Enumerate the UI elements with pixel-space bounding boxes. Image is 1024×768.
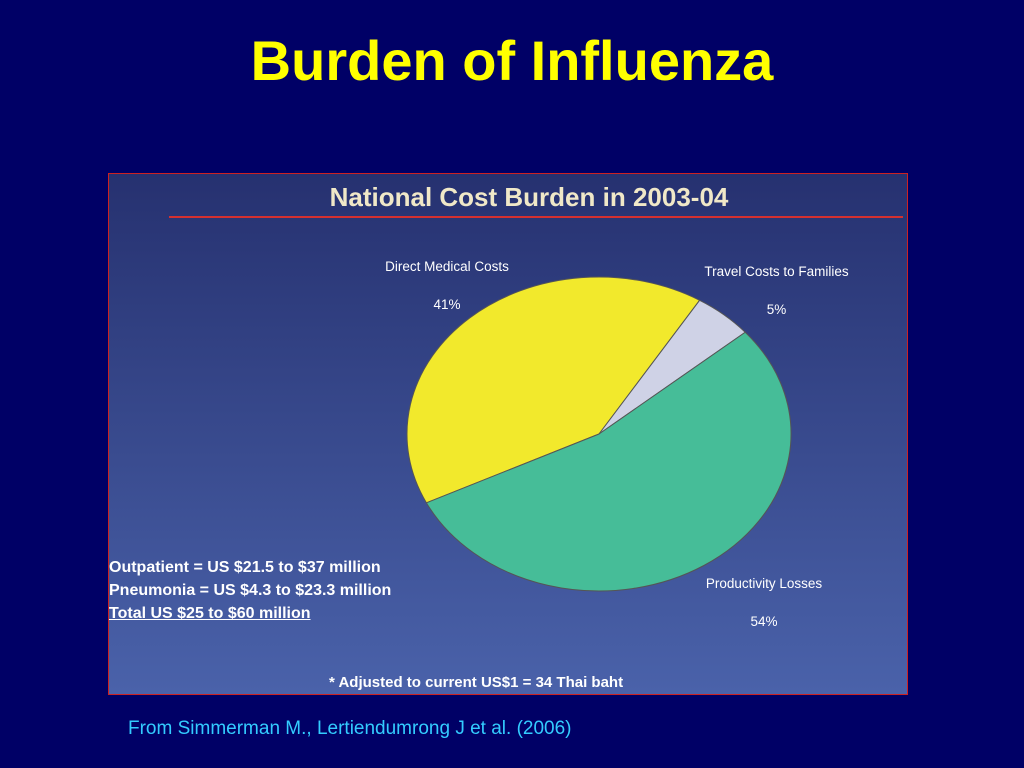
pie-slice (406, 276, 701, 504)
pie-slice (425, 331, 792, 592)
slice-value: 54% (750, 614, 778, 629)
slice-label: Productivity Losses (705, 576, 823, 591)
cost-note: Total US $25 to $60 million (109, 605, 311, 622)
cost-note: Outpatient = US $21.5 to $37 million (109, 559, 381, 576)
cost-note: Pneumonia = US $4.3 to $23.3 million (109, 582, 392, 599)
footnote: * Adjusted to current US$1 = 34 Thai bah… (329, 674, 624, 691)
title-rule (169, 216, 903, 218)
slice-label: Travel Costs to Families (704, 264, 849, 279)
chart-panel: National Cost Burden in 2003-04 * Adjust… (108, 173, 908, 695)
slice-value: 41% (433, 297, 461, 312)
chart-title: National Cost Burden in 2003-04 (329, 182, 729, 212)
pie-chart (406, 276, 792, 592)
source: From Simmerman M., Lertiendumrong J et a… (128, 718, 572, 739)
slice-label: Direct Medical Costs (385, 259, 509, 274)
slide-title: Burden of Influenza (250, 29, 774, 92)
slice-value: 5% (766, 302, 787, 317)
